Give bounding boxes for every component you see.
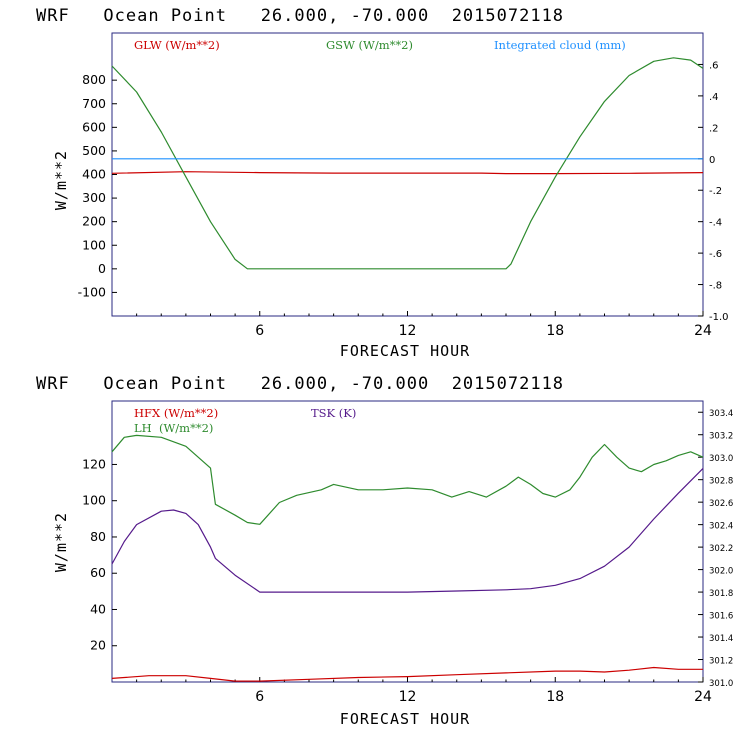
- series-line-top-1: [111, 57, 704, 270]
- y-tick-label: 300: [82, 190, 106, 205]
- chart-bottom-plot-frame: [111, 400, 704, 683]
- y2-tick-label: -.8: [709, 281, 722, 292]
- y2-tick-label: 0: [709, 155, 715, 166]
- chart-top: WRF Ocean Point 26.000, -70.000 20150721…: [36, 6, 729, 360]
- x-tick-label: 24: [694, 323, 712, 339]
- chart-top-plot-frame: [111, 32, 704, 317]
- y2-tick-label: .6: [709, 60, 719, 71]
- y-tick-label: 0: [98, 261, 106, 276]
- y2-tick-label: 301.8: [709, 589, 733, 599]
- y-tick-label: 80: [90, 529, 106, 544]
- chart-bottom-x-axis: 6 12 18 24: [136, 677, 712, 705]
- legend-hfx: HFX (W/m**2): [134, 406, 218, 420]
- y-tick-label: 800: [82, 72, 106, 87]
- y-tick-label: -100: [78, 284, 106, 299]
- y2-tick-label: 303.4: [709, 409, 733, 419]
- y-tick-label: 600: [82, 119, 106, 134]
- y2-tick-label: 301.0: [709, 679, 733, 689]
- x-tick-label: 6: [255, 323, 264, 339]
- y2-tick-label: 301.4: [709, 634, 733, 644]
- series-line-top-0: [111, 171, 704, 175]
- legend-gsw: GSW (W/m**2): [326, 38, 413, 52]
- y2-tick-label: .4: [709, 92, 719, 103]
- y-tick-label: 100: [82, 237, 106, 252]
- chart-top-title: WRF Ocean Point 26.000, -70.000 20150721…: [36, 6, 564, 26]
- y-tick-label: 100: [82, 493, 106, 508]
- legend-glw: GLW (W/m**2): [134, 38, 220, 52]
- chart-bottom-ylabel: W/m**2: [52, 512, 70, 572]
- y2-tick-label: 301.2: [709, 657, 733, 667]
- y-tick-label: 40: [90, 601, 106, 616]
- series-line-bottom-1: [111, 434, 704, 525]
- chart-bottom-series: [111, 434, 704, 682]
- chart-top-series: [111, 57, 704, 270]
- chart-top-y-axis: -100 0 100 200 300 400 500 600 700 800: [78, 72, 117, 299]
- y2-tick-label: -1.0: [709, 312, 729, 323]
- y2-tick-label: 303.0: [709, 454, 733, 464]
- chart-top-ylabel: W/m**2: [52, 150, 70, 210]
- y2-tick-label: 302.2: [709, 544, 733, 554]
- y-tick-label: 120: [82, 456, 106, 471]
- chart-bottom-y-axis: 20 40 60 80 100 120: [82, 456, 117, 653]
- series-line-bottom-0: [111, 666, 703, 682]
- y2-tick-label: 301.6: [709, 612, 733, 622]
- y-tick-label: 700: [82, 96, 106, 111]
- x-tick-label: 6: [255, 689, 264, 705]
- y2-tick-label: -.4: [709, 218, 722, 229]
- y2-tick-label: 302.6: [709, 499, 733, 509]
- y2-tick-label: 302.0: [709, 567, 733, 577]
- chart-top-y2-axis: -1.0 -.8 -.6 -.4 -.2 0 .2 .4 .6: [698, 60, 729, 323]
- legend-lh: LH (W/m**2): [134, 421, 213, 435]
- legend-cloud: Integrated cloud (mm): [494, 38, 626, 52]
- chart-top-x-axis: 6 12 18 24: [136, 311, 712, 339]
- y-tick-label: 200: [82, 214, 106, 229]
- y2-tick-label: .2: [709, 123, 719, 134]
- y2-tick-label: 303.2: [709, 432, 733, 442]
- y-tick-label: 20: [90, 638, 106, 653]
- chart-top-xlabel: FORECAST HOUR: [340, 342, 470, 360]
- y2-tick-label: 302.4: [709, 522, 733, 532]
- chart-bottom-y2-axis: 301.0 301.2 301.4 301.6 301.8 302.0 302.2 302.4…: [698, 409, 733, 689]
- x-tick-label: 12: [399, 689, 417, 705]
- y2-tick-label: -.2: [709, 186, 722, 197]
- x-tick-label: 18: [546, 689, 564, 705]
- y-tick-label: 500: [82, 143, 106, 158]
- x-tick-label: 12: [399, 323, 417, 339]
- y-tick-label: 60: [90, 565, 106, 580]
- y2-tick-label: 302.8: [709, 477, 733, 487]
- series-line-bottom-2: [111, 467, 704, 593]
- legend-tsk: TSK (K): [311, 406, 356, 420]
- x-tick-label: 18: [546, 323, 564, 339]
- chart-bottom-xlabel: FORECAST HOUR: [340, 710, 470, 728]
- y2-tick-label: -.6: [709, 249, 722, 260]
- chart-bottom-title: WRF Ocean Point 26.000, -70.000 20150721…: [36, 374, 564, 394]
- x-tick-label: 24: [694, 689, 712, 705]
- chart-bottom: WRF Ocean Point 26.000, -70.000 20150721…: [36, 374, 733, 728]
- y-tick-label: 400: [82, 167, 106, 182]
